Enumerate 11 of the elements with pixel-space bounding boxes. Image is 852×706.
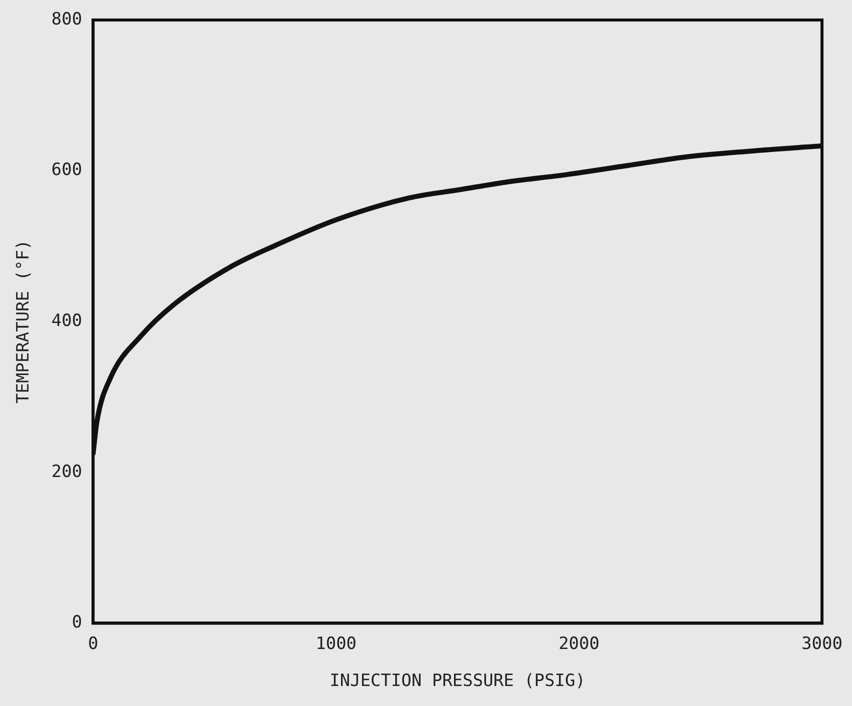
y-tick-label: 600 [51,160,82,180]
x-tick-label: 3000 [802,634,842,654]
x-axis-title: INJECTION PRESSURE (PSIG) [330,671,586,692]
y-tick-label: 800 [51,9,82,30]
x-tick-label: 1000 [316,634,357,654]
y-tick-label: 0 [72,612,82,633]
y-tick-label: 200 [51,462,82,482]
x-tick-label: 0 [88,634,98,654]
x-tick-label: 2000 [558,634,600,654]
y-tick-label: 400 [51,311,82,332]
y-axis-title: TEMPERATURE (°F) [14,240,34,404]
